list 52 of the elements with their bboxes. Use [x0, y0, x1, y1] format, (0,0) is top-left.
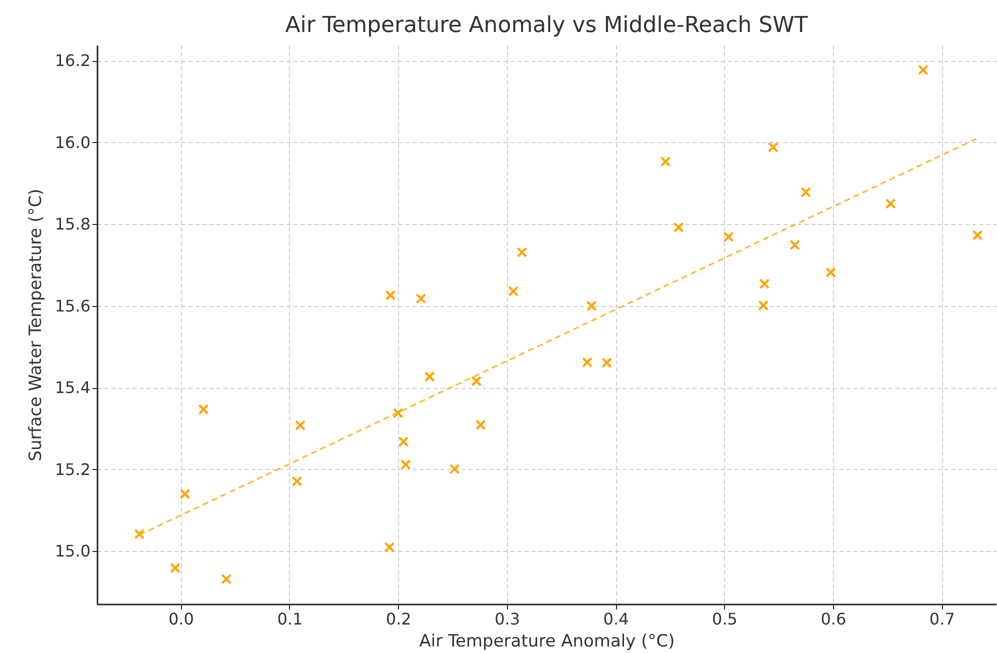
point [758, 300, 769, 311]
point [424, 371, 435, 382]
point [392, 408, 404, 418]
point [768, 142, 778, 153]
x-tick-label: 0.5 [712, 610, 738, 628]
point [800, 186, 812, 198]
x-tick-label: 0.6 [820, 610, 846, 628]
y-tick-label: 15.4 [54, 378, 90, 398]
point [723, 232, 734, 242]
point [134, 528, 145, 540]
x-tick-label: 0.4 [603, 610, 629, 628]
point [170, 562, 181, 574]
point [384, 542, 395, 552]
point [449, 464, 460, 474]
point [416, 293, 426, 304]
point [198, 404, 209, 415]
x-tick-label: 0.3 [494, 610, 520, 628]
x-tick-label: 0.7 [929, 610, 955, 628]
point [918, 64, 928, 76]
point [475, 420, 486, 430]
point [759, 278, 770, 290]
point [400, 459, 412, 470]
point [295, 420, 306, 431]
point [292, 476, 302, 487]
y-tick-label: 16.2 [54, 51, 90, 70]
point [586, 300, 597, 312]
point [602, 357, 612, 368]
y-tick-label: 15.8 [54, 214, 90, 234]
point [508, 286, 519, 296]
x-tick-label: 0.0 [168, 610, 194, 628]
y-tick-label: 16.0 [54, 132, 90, 152]
point [180, 488, 190, 500]
y-tick-label: 15.0 [54, 542, 90, 561]
point [790, 240, 800, 250]
point [221, 574, 232, 584]
point [885, 198, 896, 209]
point [398, 436, 409, 447]
point [972, 230, 983, 240]
point [825, 267, 836, 278]
point [660, 156, 671, 167]
point [673, 222, 684, 233]
point [385, 290, 396, 301]
chart-title: Air Temperature Anomaly vs Middle-Reach SWT [285, 13, 808, 38]
point [471, 376, 482, 386]
x-axis-title: Air Temperature Anomaly (°C) [419, 632, 675, 652]
y-tick-label: 15.2 [54, 460, 90, 479]
y-tick-label: 15.6 [54, 296, 90, 316]
x-tick-label: 0.1 [277, 610, 303, 628]
point [516, 247, 528, 258]
point [582, 357, 593, 368]
x-tick-label: 0.2 [386, 610, 412, 628]
y-axis-title: Surface Water Temperature (°C) [26, 188, 46, 462]
